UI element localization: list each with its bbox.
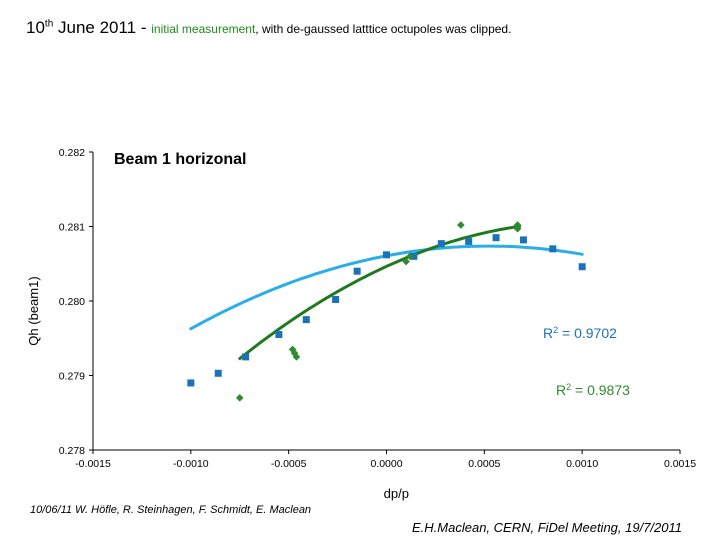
- data-point-blue: [437, 240, 445, 248]
- x-tick-label: 0.0010: [566, 458, 598, 470]
- x-tick-label: -0.0015: [75, 458, 111, 470]
- x-tick-label: 0.0000: [370, 458, 402, 470]
- data-point-blue: [519, 236, 527, 244]
- footer-authors: 10/06/11 W. Höfle, R. Steinhagen, F. Sch…: [30, 504, 312, 516]
- title-rest-text: , with de-gaussed latttice octupoles was…: [255, 22, 512, 36]
- footer-credit: E.H.Maclean, CERN, FiDel Meeting, 19/7/2…: [412, 520, 682, 535]
- data-point-green: [290, 349, 299, 357]
- chart-title: Beam 1 horizonal: [114, 151, 246, 168]
- x-tick-label: -0.0005: [271, 458, 307, 470]
- data-point-blue: [214, 369, 222, 377]
- data-point-green: [235, 394, 244, 402]
- x-tick-label: -0.0010: [173, 458, 209, 470]
- y-tick-label: 0.280: [59, 296, 85, 308]
- data-point-green: [406, 252, 414, 261]
- data-point-blue: [302, 316, 310, 324]
- r2-annotation-green: R2 = 0.9873: [556, 382, 630, 398]
- y-axis-label: Qh (beam1): [26, 276, 41, 345]
- data-point-blue: [332, 296, 340, 304]
- x-axis-label: dp/p: [384, 486, 409, 501]
- fit-curve-green: [238, 224, 522, 361]
- fit-curve-blue: [189, 244, 584, 331]
- data-point-blue: [242, 353, 250, 361]
- data-point-green: [292, 353, 301, 361]
- data-point-blue: [465, 237, 473, 245]
- y-tick-label: 0.279: [59, 371, 85, 383]
- data-point-blue: [410, 252, 418, 260]
- data-point-blue: [383, 251, 390, 259]
- title-green-text: initial measurement: [151, 22, 256, 36]
- x-tick-label: 0.0005: [468, 458, 500, 470]
- data-point-blue: [187, 379, 195, 387]
- data-point-green: [513, 224, 522, 233]
- data-point-blue: [578, 263, 586, 271]
- y-tick-label: 0.281: [59, 222, 85, 234]
- data-point-blue: [549, 245, 557, 253]
- y-tick-label: 0.282: [59, 147, 85, 159]
- data-point-green: [457, 221, 465, 229]
- y-tick-label: 0.278: [59, 445, 85, 457]
- slide-title: 10th June 2011 - initial measurement, wi…: [26, 18, 511, 38]
- data-point-green: [402, 257, 410, 266]
- x-tick-label: 0.0015: [664, 458, 696, 470]
- data-point-blue: [353, 267, 361, 275]
- r2-annotation-blue: R2 = 0.9702: [543, 325, 617, 341]
- data-point-blue: [492, 234, 500, 242]
- title-date: 10th June 2011 -: [26, 18, 152, 37]
- data-point-blue: [275, 331, 283, 339]
- data-point-green: [288, 345, 297, 354]
